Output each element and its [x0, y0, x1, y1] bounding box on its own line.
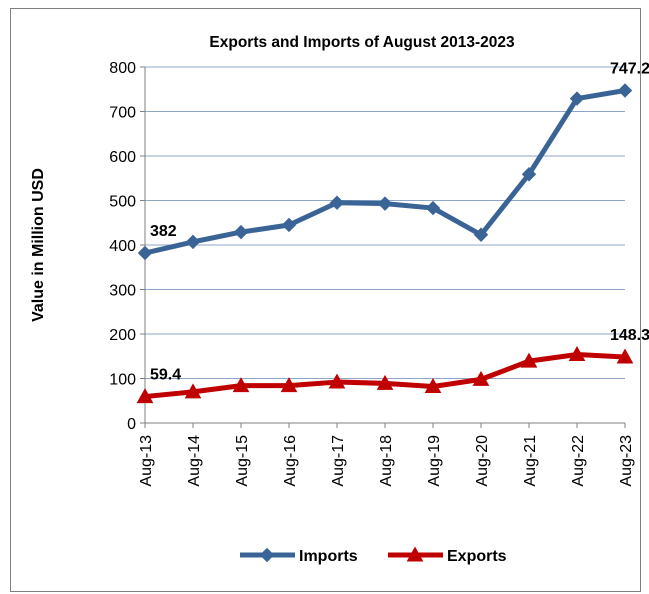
y-tick-label: 500	[109, 194, 136, 211]
y-tick-label: 200	[109, 327, 136, 344]
exports-point	[424, 377, 442, 394]
x-tick-label: Aug-20	[474, 435, 491, 487]
exports-point	[136, 388, 154, 404]
imports-point	[137, 245, 153, 261]
legend-marker	[259, 547, 275, 563]
legend: Imports Exports	[240, 546, 507, 565]
x-tick-label: Aug-23	[618, 435, 635, 487]
imports-point	[185, 234, 201, 250]
imports-point	[473, 227, 489, 242]
x-tick-label: Aug-22	[570, 435, 587, 487]
x-tick-label: Aug-18	[378, 435, 395, 487]
exports-point	[616, 348, 634, 364]
exports-data-label: 59.4	[150, 367, 181, 384]
exports-point	[520, 352, 538, 368]
imports-point	[233, 224, 249, 240]
series-exports	[136, 345, 634, 404]
y-tick-label: 0	[127, 416, 136, 433]
axes: 0 100 200 300 400 500 600 700 800 Aug-13 Aug-14 Aug…	[109, 60, 635, 487]
imports-point	[617, 83, 633, 98]
data-labels: 382 747.2 59.4 148.3	[150, 60, 649, 383]
gridlines	[145, 66, 625, 379]
legend-item-imports: Imports	[240, 547, 358, 565]
imports-point	[569, 91, 585, 106]
y-axis-label: Value in Million USD	[30, 168, 47, 322]
imports-point	[329, 195, 345, 210]
x-tick-label: Aug-14	[186, 435, 203, 487]
series-layer	[136, 83, 634, 404]
series-imports	[137, 83, 633, 261]
y-tick-label: 800	[109, 60, 136, 77]
imports-point	[281, 217, 297, 233]
exports-point	[472, 370, 490, 386]
chart-frame	[10, 8, 641, 592]
imports-point	[521, 167, 537, 182]
imports-data-label: 382	[150, 223, 177, 240]
imports-point	[377, 196, 393, 211]
x-tick-label: Aug-21	[522, 435, 539, 487]
y-tick-label: 300	[109, 283, 136, 300]
x-tick-label: Aug-19	[426, 435, 443, 487]
legend-label: Exports	[447, 548, 507, 565]
x-tick-label: Aug-16	[282, 435, 299, 487]
x-tick-label: Aug-17	[330, 435, 347, 487]
exports-point	[568, 345, 586, 361]
exports-point	[376, 374, 394, 390]
chart-title: Exports and Imports of August 2013-2023	[209, 34, 515, 51]
y-tick-label: 700	[109, 105, 136, 122]
imports-line	[144, 88, 626, 256]
imports-data-label: 747.2	[610, 60, 649, 77]
exports-point	[280, 377, 298, 393]
legend-item-exports: Exports	[388, 546, 507, 565]
y-tick-label: 100	[109, 372, 136, 389]
exports-point	[232, 377, 250, 393]
y-tick-label: 600	[109, 149, 136, 166]
x-tick-label: Aug-13	[138, 435, 155, 487]
exports-point	[184, 383, 202, 399]
legend-label: Imports	[299, 548, 358, 565]
y-tick-label: 400	[109, 238, 136, 255]
x-tick-label: Aug-15	[234, 435, 251, 487]
legend-marker	[406, 546, 424, 562]
imports-point	[425, 200, 441, 216]
exports-data-label: 148.3	[610, 327, 649, 344]
exports-point	[328, 373, 346, 389]
